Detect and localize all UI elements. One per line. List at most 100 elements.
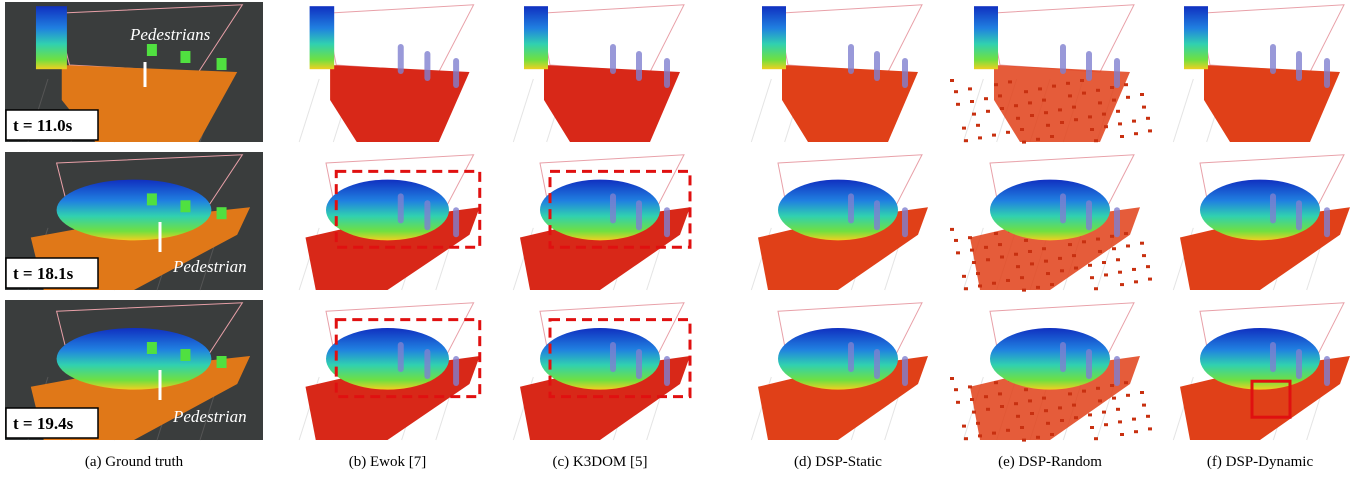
obstacle-blob	[990, 328, 1110, 390]
noise-voxel	[962, 424, 966, 428]
time-label: t = 18.1s	[13, 264, 74, 283]
obstacle-blob	[540, 179, 660, 241]
pedestrian-cylinder	[902, 356, 908, 386]
noise-voxel	[968, 87, 972, 91]
noise-voxel	[1016, 265, 1020, 269]
highlight-box	[1250, 379, 1292, 419]
panel	[298, 302, 482, 441]
noise-voxel	[976, 421, 980, 425]
obstacle-blob	[326, 179, 449, 241]
noise-voxel	[950, 377, 954, 380]
noise-voxel	[1096, 88, 1100, 92]
noise-voxel	[1000, 107, 1004, 110]
noise-voxel	[972, 410, 976, 414]
pedestrian-cylinder	[1324, 207, 1330, 238]
noise-voxel	[976, 272, 980, 276]
noise-voxel	[992, 281, 996, 285]
noise-voxel	[1102, 410, 1106, 414]
noise-voxel	[972, 261, 976, 265]
noise-voxel	[1042, 247, 1046, 251]
noise-voxel	[1126, 393, 1130, 397]
pedestrian-cylinder	[1086, 349, 1092, 379]
noise-voxel	[1044, 409, 1048, 413]
noise-voxel	[970, 248, 974, 252]
wall	[762, 6, 786, 70]
noise-voxel	[956, 102, 960, 106]
noise-voxel	[1060, 269, 1064, 273]
pedestrian-cylinder	[848, 193, 854, 224]
noise-voxel	[1096, 386, 1100, 390]
noise-voxel	[1020, 426, 1024, 429]
noise-voxel	[1036, 285, 1040, 289]
noise-voxel	[1090, 128, 1094, 131]
pedestrian-cylinder	[902, 207, 908, 238]
noise-voxel	[1110, 234, 1114, 238]
noise-voxel	[1042, 98, 1046, 102]
obstacle-blob	[778, 179, 898, 241]
pedestrian-cylinder	[1296, 200, 1302, 231]
noise-voxel	[1058, 406, 1062, 410]
pedestrian-cylinder	[1060, 342, 1066, 372]
noise-voxel	[1094, 437, 1098, 441]
noise-voxel	[978, 136, 982, 140]
noise-voxel	[970, 398, 974, 401]
pedestrian-cylinder	[453, 58, 460, 88]
pedestrian-cylinder	[1324, 58, 1330, 88]
floor-grid	[750, 78, 772, 143]
noise-voxel	[986, 407, 990, 411]
noise-voxel	[1068, 243, 1072, 247]
noise-voxel	[1046, 272, 1050, 276]
pedestrian-cylinder	[874, 51, 880, 81]
panel	[1172, 302, 1350, 441]
highlight-box-dashed	[548, 169, 692, 249]
noise-voxel	[998, 243, 1002, 247]
noise-voxel	[1058, 108, 1062, 112]
noise-voxel	[1028, 101, 1032, 105]
noise-voxel	[1098, 249, 1102, 253]
noise-voxel	[1116, 407, 1120, 411]
noise-voxel	[1098, 399, 1102, 403]
noise-voxel	[1058, 256, 1062, 260]
noise-voxel	[1104, 423, 1108, 427]
pedestrian-cylinder	[664, 356, 670, 386]
noise-voxel	[1030, 114, 1034, 117]
noise-voxel	[1036, 137, 1040, 141]
time-label: t = 11.0s	[13, 116, 73, 135]
noise-voxel	[1050, 283, 1054, 287]
pedestrian-cylinder	[1270, 44, 1276, 74]
pedestrian-cylinder	[1270, 193, 1276, 224]
noise-voxel	[1082, 389, 1086, 393]
noise-voxel	[1118, 122, 1122, 126]
noise-voxel	[1110, 86, 1114, 89]
floor-grid	[512, 78, 534, 143]
noise-voxel	[1072, 105, 1076, 109]
noise-voxel	[984, 97, 988, 101]
column-caption: (a) Ground truth	[85, 454, 184, 470]
noise-voxel	[1020, 276, 1024, 280]
noise-voxel	[1134, 132, 1138, 136]
pedestrian-cylinder	[1060, 44, 1066, 74]
noise-voxel	[1088, 413, 1092, 417]
pedestrian-cylinder	[874, 200, 880, 231]
pedestrian-voxels	[180, 51, 191, 63]
noise-voxel	[1094, 139, 1098, 143]
noise-voxel	[1102, 112, 1106, 116]
noise-voxel	[1090, 276, 1094, 280]
pedestrian-voxels	[216, 356, 227, 368]
noise-voxel	[1052, 84, 1056, 88]
noise-voxel	[1006, 428, 1010, 432]
noise-voxel	[970, 100, 974, 103]
noise-voxel	[1126, 95, 1130, 99]
noise-voxel	[1072, 254, 1076, 258]
noise-voxel	[1110, 384, 1114, 387]
obstacle-blob	[56, 328, 212, 390]
noise-voxel	[1080, 79, 1084, 82]
time-box	[5, 109, 99, 141]
pedestrian-cylinder	[397, 193, 404, 224]
wall	[35, 6, 67, 70]
noise-voxel	[1066, 81, 1070, 85]
pedestrian-voxels	[216, 207, 227, 220]
pedestrian-cylinder	[1324, 356, 1330, 386]
noise-voxel	[968, 236, 972, 240]
floor	[782, 65, 918, 142]
